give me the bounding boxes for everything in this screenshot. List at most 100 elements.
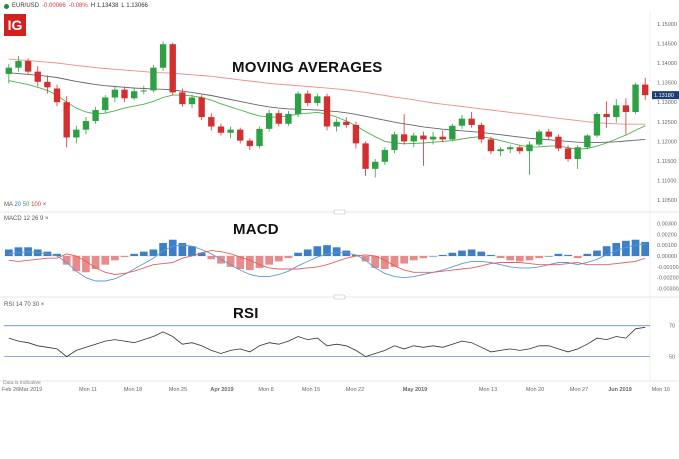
rsi-line [8, 326, 646, 358]
candle-down [237, 129, 244, 141]
rsi-tick-label: 70 [669, 324, 675, 330]
candle-down [343, 121, 350, 125]
candle-up [285, 113, 292, 124]
x-tick-label: Apr 2019 [210, 387, 233, 393]
panel-resize-handle [333, 294, 346, 300]
macd-bar-negative [265, 256, 274, 265]
macd-bar-negative [525, 256, 534, 261]
candle-down [362, 143, 369, 169]
candle-down [487, 139, 495, 152]
x-tick-label: Mon 15 [302, 387, 320, 393]
candle-up [130, 91, 138, 99]
macd-bar-negative [120, 256, 129, 258]
macd-tick-label: 0.00200 [657, 232, 677, 238]
ma-title: MOVING AVERAGES [232, 59, 383, 76]
signal-line [8, 250, 646, 275]
macd-bar-negative [535, 256, 543, 259]
panel-resize-handle [333, 209, 346, 215]
rsi-name: RSI [4, 302, 15, 308]
candle-up [256, 128, 263, 147]
macd-bar-negative [91, 256, 100, 270]
candle-up [574, 147, 581, 160]
candle-up [458, 118, 466, 126]
rsi-title: RSI [233, 305, 259, 322]
candle-up [632, 84, 639, 112]
ma-name: MA [4, 202, 13, 208]
candle-down [420, 135, 427, 140]
last-price-tag [652, 91, 679, 100]
price-change-pct: -0.08% [68, 3, 88, 9]
macd-tick-label: 0.00100 [657, 243, 677, 249]
macd-title: MACD [233, 221, 279, 238]
candle-up [410, 135, 417, 142]
macd-bar-positive [332, 247, 341, 256]
macd-bar-negative [419, 256, 428, 259]
candle-down [217, 126, 225, 133]
macd-bar-positive [197, 252, 206, 256]
price-tick-label: 1.12500 [657, 120, 677, 126]
candle-down [198, 97, 205, 118]
candle-up [449, 125, 456, 140]
macd-close-icon[interactable]: × [45, 216, 49, 222]
x-tick-label: May 2019 [403, 387, 427, 393]
candle-up [265, 113, 273, 129]
macd-bar-negative [400, 256, 408, 264]
macd-tick-label: -0.00100 [657, 265, 679, 271]
x-tick-label: Mar 2019 [19, 387, 42, 393]
candle-up [294, 93, 302, 114]
candle-down [468, 118, 475, 125]
macd-bar-positive [294, 252, 302, 256]
candle-down [478, 124, 485, 140]
candle-down [53, 88, 61, 103]
candle-down [246, 140, 254, 147]
macd-tick-label: -0.00200 [657, 276, 679, 282]
macd-bar-positive [178, 242, 187, 256]
macd-bar-positive [554, 253, 563, 256]
macd-bar-negative [236, 256, 245, 270]
macd-bar-negative [380, 256, 389, 270]
candle-up [92, 110, 99, 122]
candle-up [535, 131, 543, 145]
candle-down [555, 136, 562, 149]
price-low: L 1.13066 [121, 3, 148, 9]
macd-bar-positive [53, 253, 61, 256]
macd-bar-positive [438, 254, 447, 256]
x-tick-label: Mon 22 [346, 387, 364, 393]
candle-down [603, 113, 610, 118]
rsi-close-icon[interactable]: × [40, 302, 45, 308]
macd-bar-positive [139, 251, 148, 256]
candle-down [545, 131, 552, 137]
price-tick-label: 1.13500 [657, 81, 677, 87]
macd-bar-positive [448, 252, 457, 256]
macd-bar-negative [72, 256, 81, 272]
ma-param-20: 20 [14, 202, 22, 208]
macd-bar-positive [458, 250, 466, 256]
macd-bar-positive [631, 239, 640, 256]
macd-bar-positive [149, 249, 158, 256]
candle-up [140, 90, 147, 92]
ma-close-icon[interactable]: × [42, 202, 47, 208]
candle-down [179, 92, 186, 105]
macd-bar-positive [188, 246, 196, 256]
macd-bar-negative [255, 256, 264, 268]
macd-bar-negative [515, 256, 524, 262]
data-indicative-note: Data is indicative [3, 380, 41, 386]
candle-up [429, 136, 437, 140]
price-tick-label: 1.10500 [657, 198, 677, 204]
macd-bar-positive [477, 251, 486, 256]
candle-up [15, 61, 22, 68]
candle-up [372, 161, 379, 169]
macd-tick-label: 0.00000 [657, 254, 677, 260]
price-tick-label: 1.11500 [657, 159, 676, 165]
candle-down [169, 44, 176, 93]
macd-bar-negative [409, 256, 418, 261]
candle-up [82, 121, 90, 130]
symbol-label[interactable]: EUR/USD [12, 3, 40, 9]
macd-tick-label: -0.00300 [657, 287, 679, 293]
candle-down [622, 105, 630, 112]
price-change: -0.00066 [42, 3, 66, 9]
candle-up [188, 97, 196, 105]
price-tick-label: 1.14500 [657, 41, 677, 47]
